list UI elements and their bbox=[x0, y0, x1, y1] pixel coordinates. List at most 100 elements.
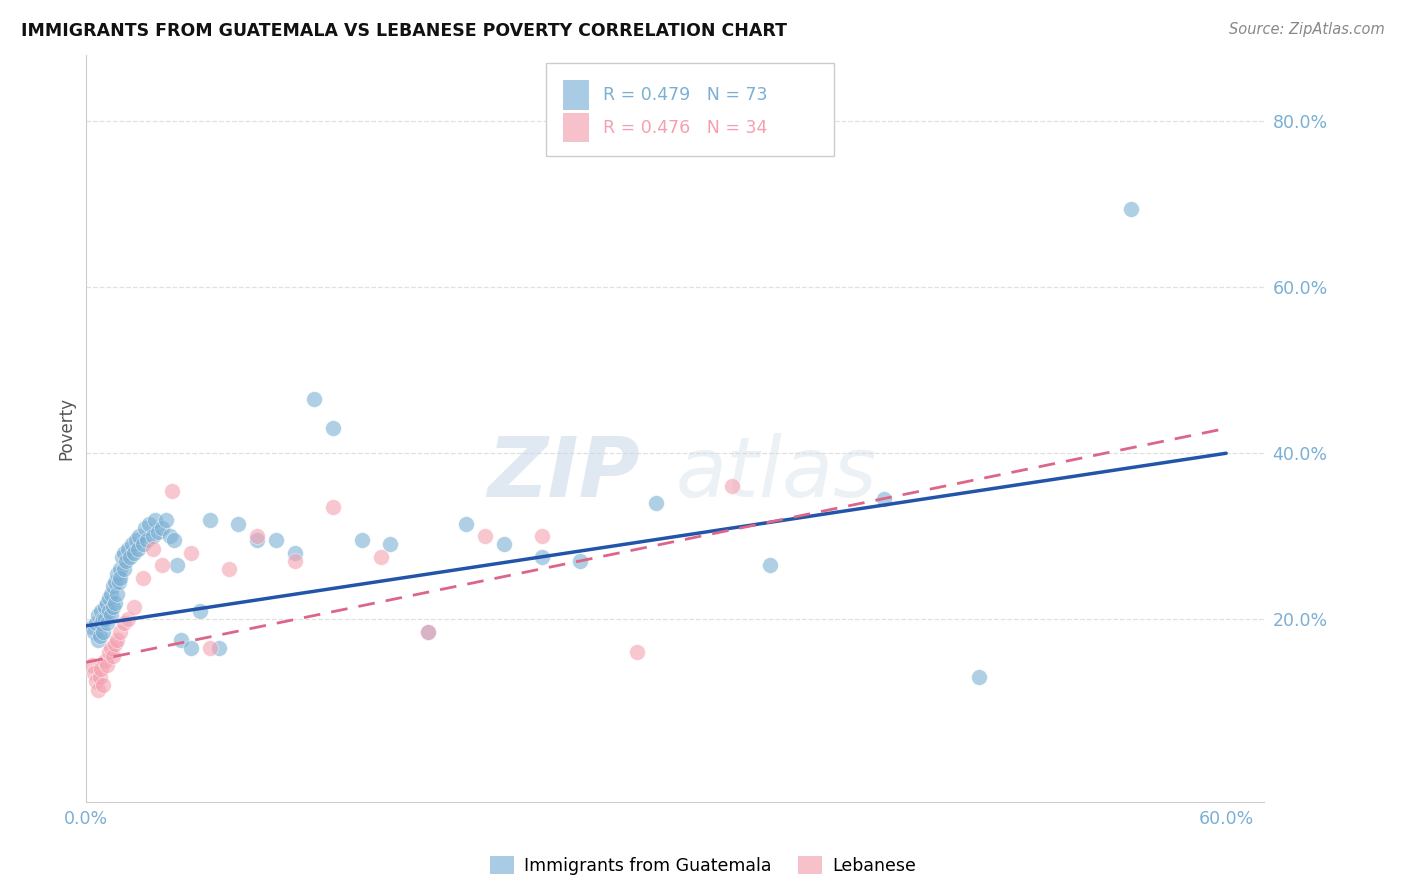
Point bbox=[380, 537, 402, 551]
Point bbox=[96, 657, 118, 672]
Point bbox=[218, 562, 240, 576]
Point bbox=[104, 637, 127, 651]
Point bbox=[160, 483, 183, 498]
Point bbox=[84, 616, 107, 631]
Point bbox=[159, 529, 181, 543]
Point bbox=[873, 491, 896, 506]
Point bbox=[122, 599, 145, 614]
Text: ZIP: ZIP bbox=[488, 433, 640, 514]
Point bbox=[304, 392, 326, 407]
Point bbox=[284, 546, 307, 560]
Point bbox=[148, 524, 170, 539]
Point bbox=[80, 657, 103, 672]
Point bbox=[96, 596, 118, 610]
Point bbox=[83, 666, 105, 681]
Point bbox=[122, 546, 145, 560]
Point bbox=[370, 549, 392, 564]
Point bbox=[494, 537, 516, 551]
Point bbox=[93, 678, 115, 692]
Point bbox=[86, 607, 108, 622]
Point bbox=[110, 562, 132, 576]
Point bbox=[226, 516, 249, 531]
Point bbox=[163, 533, 186, 548]
Point bbox=[166, 558, 188, 573]
Legend: Immigrants from Guatemala, Lebanese: Immigrants from Guatemala, Lebanese bbox=[482, 849, 924, 881]
Point bbox=[93, 612, 115, 626]
Point bbox=[967, 670, 990, 684]
Point bbox=[96, 616, 118, 631]
Text: atlas: atlas bbox=[675, 433, 877, 514]
Point bbox=[100, 587, 122, 601]
Point bbox=[150, 521, 173, 535]
Point bbox=[136, 533, 159, 548]
Point bbox=[110, 624, 132, 639]
Point bbox=[128, 529, 150, 543]
Y-axis label: Poverty: Poverty bbox=[58, 397, 75, 460]
Point bbox=[284, 554, 307, 568]
Text: R = 0.476   N = 34: R = 0.476 N = 34 bbox=[603, 119, 768, 136]
Point bbox=[721, 479, 744, 493]
Point bbox=[127, 541, 149, 556]
Point bbox=[117, 541, 139, 556]
Point bbox=[105, 632, 128, 647]
Point bbox=[456, 516, 478, 531]
Point bbox=[645, 496, 668, 510]
Point bbox=[118, 549, 141, 564]
Point bbox=[110, 571, 132, 585]
Point bbox=[759, 558, 782, 573]
Point bbox=[569, 554, 592, 568]
Point bbox=[626, 645, 648, 659]
Point bbox=[180, 641, 202, 656]
Point bbox=[150, 558, 173, 573]
Point bbox=[142, 541, 165, 556]
Point bbox=[117, 612, 139, 626]
Point bbox=[112, 562, 135, 576]
Point bbox=[474, 529, 496, 543]
Point bbox=[125, 533, 148, 548]
Point bbox=[86, 632, 108, 647]
Point bbox=[107, 574, 129, 589]
Point bbox=[322, 500, 344, 515]
Point bbox=[531, 529, 554, 543]
Point bbox=[112, 546, 135, 560]
Point bbox=[418, 624, 440, 639]
Point bbox=[105, 587, 128, 601]
Point bbox=[531, 549, 554, 564]
Point bbox=[101, 649, 124, 664]
Point bbox=[90, 604, 112, 618]
Point bbox=[89, 629, 111, 643]
Point bbox=[104, 574, 127, 589]
Point bbox=[105, 566, 128, 581]
Point bbox=[143, 513, 166, 527]
Point bbox=[142, 529, 165, 543]
FancyBboxPatch shape bbox=[546, 62, 834, 156]
Point bbox=[246, 529, 269, 543]
Point bbox=[112, 616, 135, 631]
Point bbox=[90, 616, 112, 631]
Point bbox=[98, 645, 121, 659]
Point bbox=[188, 604, 211, 618]
Point bbox=[208, 641, 231, 656]
Point bbox=[83, 624, 105, 639]
Point bbox=[80, 620, 103, 634]
Point bbox=[90, 662, 112, 676]
Point bbox=[350, 533, 373, 548]
Point bbox=[94, 599, 117, 614]
Text: IMMIGRANTS FROM GUATEMALA VS LEBANESE POVERTY CORRELATION CHART: IMMIGRANTS FROM GUATEMALA VS LEBANESE PO… bbox=[21, 22, 787, 40]
Point bbox=[100, 641, 122, 656]
Point bbox=[134, 521, 156, 535]
Point bbox=[86, 682, 108, 697]
Point bbox=[93, 624, 115, 639]
Point bbox=[170, 632, 193, 647]
Point bbox=[155, 513, 177, 527]
Point bbox=[198, 513, 221, 527]
Point bbox=[132, 571, 155, 585]
Point bbox=[1121, 202, 1143, 216]
Point bbox=[246, 533, 269, 548]
Point bbox=[115, 554, 138, 568]
Point bbox=[138, 516, 160, 531]
Point bbox=[104, 596, 127, 610]
Point bbox=[100, 607, 122, 622]
Point bbox=[94, 612, 117, 626]
Text: R = 0.479   N = 73: R = 0.479 N = 73 bbox=[603, 86, 768, 103]
